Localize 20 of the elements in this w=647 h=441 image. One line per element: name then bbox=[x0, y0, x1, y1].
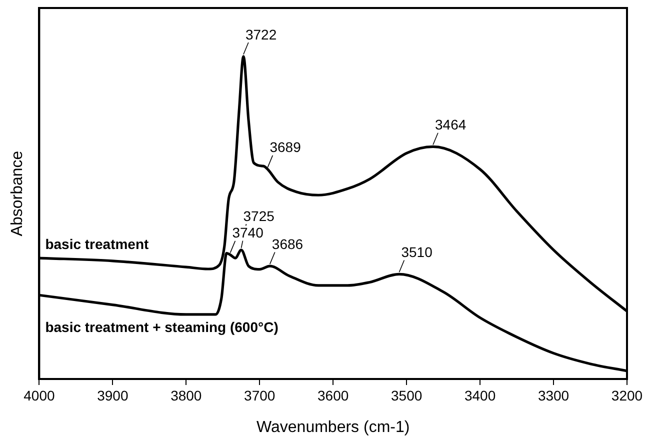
x-axis-title: Wavenumbers (cm-1) bbox=[256, 418, 410, 436]
annotation: 3464 bbox=[435, 116, 466, 133]
annotation: 3725 bbox=[243, 208, 275, 224]
x-tick-label: 3200 bbox=[611, 387, 643, 404]
annotation: 3510 bbox=[401, 244, 433, 260]
x-tick-label: 3700 bbox=[244, 387, 276, 404]
x-tick-label: 3800 bbox=[170, 387, 202, 404]
x-tick-label: 3900 bbox=[97, 387, 128, 404]
x-tick-label: 3600 bbox=[318, 387, 349, 404]
x-tick-label: 3300 bbox=[538, 387, 570, 404]
annotation: 3722 bbox=[245, 26, 277, 42]
series-label: basic treatment + steaming (600°C) bbox=[45, 318, 278, 335]
x-tick-label: 3500 bbox=[390, 387, 422, 404]
x-tick-label: 4000 bbox=[24, 387, 55, 404]
annotation: 3686 bbox=[272, 236, 304, 252]
annotation: 3740 bbox=[232, 224, 264, 241]
series-label: basic treatment bbox=[45, 236, 150, 252]
x-tick-label: 3400 bbox=[464, 387, 496, 404]
y-axis-title: Absorbance bbox=[9, 150, 26, 236]
annotation: 3689 bbox=[270, 139, 302, 156]
